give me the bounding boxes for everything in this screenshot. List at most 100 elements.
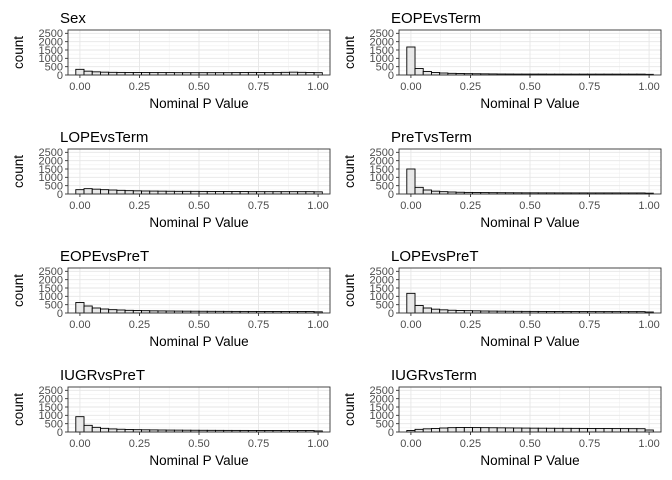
histogram-bar bbox=[116, 309, 126, 314]
y-tick-label: 500 bbox=[376, 61, 394, 73]
y-tick-label: 2500 bbox=[370, 28, 394, 40]
x-axis-label: Nominal P Value bbox=[149, 215, 248, 230]
x-tick-label: 0.00 bbox=[400, 81, 421, 93]
y-tick-label: 2000 bbox=[39, 155, 63, 167]
y-tick-label: 500 bbox=[45, 418, 63, 430]
histogram-bar bbox=[422, 428, 432, 433]
y-tick-label: 1000 bbox=[370, 291, 394, 303]
y-tick-label: 2000 bbox=[39, 36, 63, 48]
x-tick-label: 1.00 bbox=[307, 438, 328, 450]
histogram-bar bbox=[91, 188, 101, 195]
histogram-bar bbox=[554, 427, 564, 433]
y-tick-label: 2500 bbox=[39, 28, 63, 40]
histogram-bar bbox=[422, 189, 432, 195]
x-tick-label: 0.50 bbox=[188, 319, 209, 331]
y-tick-label: 0 bbox=[388, 189, 394, 201]
x-axis-label: Nominal P Value bbox=[149, 453, 248, 468]
x-tick-label: 0.00 bbox=[400, 438, 421, 450]
y-tick-label: 1500 bbox=[370, 283, 394, 295]
y-axis-label: count bbox=[11, 274, 26, 307]
y-tick-label: 0 bbox=[388, 308, 394, 320]
histogram-bar bbox=[439, 427, 449, 433]
x-tick-label: 0.00 bbox=[69, 200, 90, 212]
x-tick-label: 0.75 bbox=[248, 81, 269, 93]
histogram-bar bbox=[83, 305, 93, 314]
histogram-bar bbox=[603, 428, 613, 433]
x-tick-label: 0.25 bbox=[129, 81, 150, 93]
x-tick-label: 0.25 bbox=[460, 438, 481, 450]
x-axis-label: Nominal P Value bbox=[480, 334, 579, 349]
histogram-bar bbox=[422, 307, 432, 314]
x-axis-label: Nominal P Value bbox=[480, 215, 579, 230]
x-tick-label: 0.50 bbox=[188, 81, 209, 93]
histogram-bar bbox=[521, 427, 531, 433]
histogram-bar bbox=[83, 424, 93, 433]
histogram-bar bbox=[496, 427, 506, 433]
x-axis-label: Nominal P Value bbox=[480, 453, 579, 468]
y-tick-label: 1000 bbox=[39, 291, 63, 303]
x-tick-label: 0.25 bbox=[460, 200, 481, 212]
histogram-bar bbox=[513, 427, 523, 433]
y-tick-label: 0 bbox=[57, 70, 63, 82]
histogram-bar bbox=[619, 428, 630, 433]
histogram-bar bbox=[406, 168, 416, 195]
y-tick-label: 2500 bbox=[370, 385, 394, 397]
x-tick-label: 0.50 bbox=[188, 200, 209, 212]
y-axis-label: count bbox=[342, 36, 357, 69]
x-tick-label: 0.75 bbox=[579, 200, 600, 212]
histogram-bar bbox=[587, 428, 597, 433]
histogram-bar bbox=[91, 307, 101, 314]
y-tick-label: 2000 bbox=[39, 393, 63, 405]
histogram-bar bbox=[537, 427, 547, 433]
histogram-bar bbox=[414, 305, 424, 314]
y-tick-label: 2000 bbox=[370, 393, 394, 405]
histogram-bar bbox=[636, 428, 646, 433]
x-axis-label: Nominal P Value bbox=[480, 96, 579, 111]
x-tick-label: 0.25 bbox=[460, 319, 481, 331]
histogram-bar bbox=[447, 427, 457, 433]
histogram-bar bbox=[100, 189, 110, 195]
y-tick-label: 500 bbox=[45, 180, 63, 192]
x-tick-label: 0.00 bbox=[400, 319, 421, 331]
histogram-bar bbox=[75, 189, 85, 195]
y-tick-label: 2000 bbox=[39, 274, 63, 286]
histogram-bar bbox=[472, 427, 482, 433]
y-tick-label: 1500 bbox=[370, 45, 394, 57]
y-tick-label: 500 bbox=[45, 299, 63, 311]
y-tick-label: 2500 bbox=[370, 147, 394, 159]
panel-title: PreTvsTerm bbox=[391, 129, 472, 146]
y-tick-label: 1000 bbox=[370, 53, 394, 65]
y-tick-label: 0 bbox=[57, 308, 63, 320]
x-tick-label: 0.25 bbox=[129, 438, 150, 450]
y-axis-label: count bbox=[342, 155, 357, 188]
y-axis-label: count bbox=[342, 274, 357, 307]
x-tick-label: 1.00 bbox=[638, 438, 659, 450]
x-tick-label: 0.75 bbox=[579, 438, 600, 450]
y-axis-label: count bbox=[11, 155, 26, 188]
histogram-bar bbox=[100, 427, 110, 433]
y-tick-label: 1000 bbox=[370, 410, 394, 422]
x-tick-label: 0.25 bbox=[129, 200, 150, 212]
y-axis-label: count bbox=[11, 393, 26, 426]
x-tick-label: 0.75 bbox=[579, 81, 600, 93]
x-tick-label: 0.50 bbox=[519, 319, 540, 331]
x-tick-label: 1.00 bbox=[638, 319, 659, 331]
histogram-bar bbox=[91, 71, 101, 76]
histogram-bar bbox=[422, 71, 432, 76]
panel-title: EOPEvsTerm bbox=[391, 10, 481, 27]
y-tick-label: 1500 bbox=[370, 164, 394, 176]
x-axis-label: Nominal P Value bbox=[149, 334, 248, 349]
y-tick-label: 1500 bbox=[39, 45, 63, 57]
histogram-bar bbox=[83, 188, 93, 195]
panel-title: LOPEvsPreT bbox=[391, 248, 479, 265]
x-tick-label: 1.00 bbox=[307, 319, 328, 331]
y-tick-label: 1000 bbox=[39, 53, 63, 65]
histogram-bar bbox=[504, 427, 515, 433]
histogram-bar bbox=[83, 70, 93, 76]
histogram-bar bbox=[431, 308, 441, 314]
